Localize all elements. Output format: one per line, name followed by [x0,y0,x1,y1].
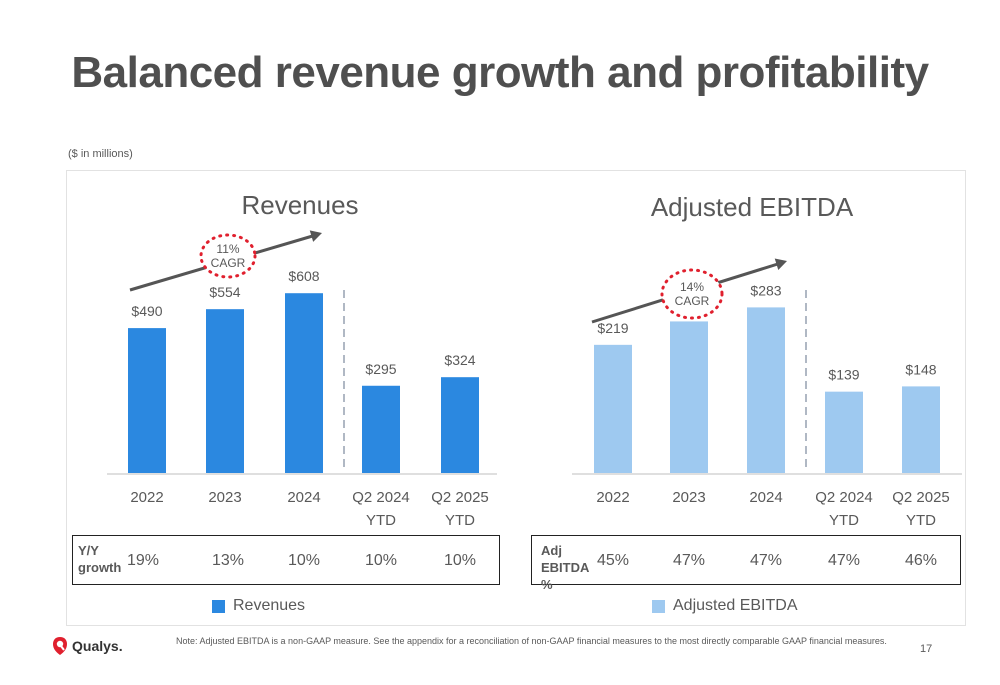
revenue-value-label: $554 [209,284,240,300]
ebitda-margin-value: 46% [904,552,938,569]
ebitda-legend: Adjusted EBITDA [652,597,798,615]
ebitda-bar [747,307,785,473]
revenue-category-label: Q2 2025 [431,489,489,506]
ebitda-bar [902,386,940,473]
ebitda-cagr-text: 14% [680,280,704,294]
revenue-legend-swatch [212,599,225,613]
ebitda-margin-value: 47% [827,552,861,569]
revenue-category-label: YTD [366,512,396,529]
revenue-category-label: 2023 [208,489,241,506]
ebitda-category-label: YTD [906,512,936,529]
revenue-growth-box [72,535,500,585]
ebitda-margin-value: 47% [672,552,706,569]
ebitda-bar [670,321,708,473]
revenue-category-label: 2022 [130,489,163,506]
revenue-cagr-arrowhead [309,230,322,242]
ebitda-bar [825,391,863,473]
revenue-cagr-text: 11% [216,242,239,256]
ebitda-category-label: Q2 2024 [815,489,873,506]
revenue-growth-label: Y/Y growth [78,543,122,575]
ebitda-category-label: YTD [829,512,859,529]
ebitda-category-label: 2023 [672,489,705,506]
footnote: Note: Adjusted EBITDA is a non-GAAP meas… [176,636,887,646]
page-number: 17 [920,643,933,655]
ebitda-legend-label: Adjusted EBITDA [673,597,798,614]
revenue-value-label: $608 [288,268,319,284]
ebitda-value-label: $283 [750,282,781,298]
revenue-growth-value: 19% [126,552,160,569]
ebitda-cagr-arrowhead [774,258,787,271]
revenue-legend-label: Revenues [233,597,306,614]
revenue-chart-title: Revenues [241,190,358,220]
revenue-legend: Revenues [212,597,305,615]
units-note: ($ in millions) [68,148,133,160]
ebitda-category-label: 2022 [596,489,629,506]
revenue-growth-value: 13% [211,552,245,569]
charts-frame [66,170,966,626]
revenue-category-label: Q2 2024 [352,489,410,506]
ebitda-bar [594,344,632,473]
ebitda-value-label: $219 [597,320,628,336]
qualys-shield-icon [53,637,67,655]
revenue-cagr-circle [199,233,257,279]
revenue-bar [285,293,323,473]
revenue-bar [441,377,479,473]
revenue-value-label: $324 [444,352,475,368]
ebitda-category-label: Q2 2025 [892,489,950,506]
ebitda-legend-swatch [652,599,665,613]
revenue-cagr-text: CAGR [211,256,246,270]
revenue-growth-value: 10% [287,552,321,569]
revenue-value-label: $295 [365,361,396,377]
revenue-bar [362,385,400,473]
ebitda-value-label: $139 [828,367,859,383]
page-title: Balanced revenue growth and profitabilit… [71,48,929,97]
revenue-bar [128,328,166,473]
ebitda-chart-title: Adjusted EBITDA [651,192,854,222]
ebitda-value-label: $148 [905,361,936,377]
revenue-growth-value: 10% [443,552,477,569]
qualys-logo: Qualys. [52,636,123,656]
ebitda-margin-label: Adj EBITDA % [541,543,589,592]
revenue-category-label: YTD [445,512,475,529]
revenue-category-label: 2024 [287,489,320,506]
qualys-logo-text: Qualys. [72,638,123,654]
revenue-bar [206,309,244,473]
revenue-value-label: $490 [131,303,162,319]
ebitda-cagr-text: CAGR [675,294,710,308]
ebitda-margin-value: 47% [749,552,783,569]
ebitda-margin-value: 45% [596,552,630,569]
ebitda-cagr-circle [660,268,724,320]
ebitda-margin-box [531,535,961,585]
revenue-growth-value: 10% [364,552,398,569]
ebitda-category-label: 2024 [749,489,782,506]
